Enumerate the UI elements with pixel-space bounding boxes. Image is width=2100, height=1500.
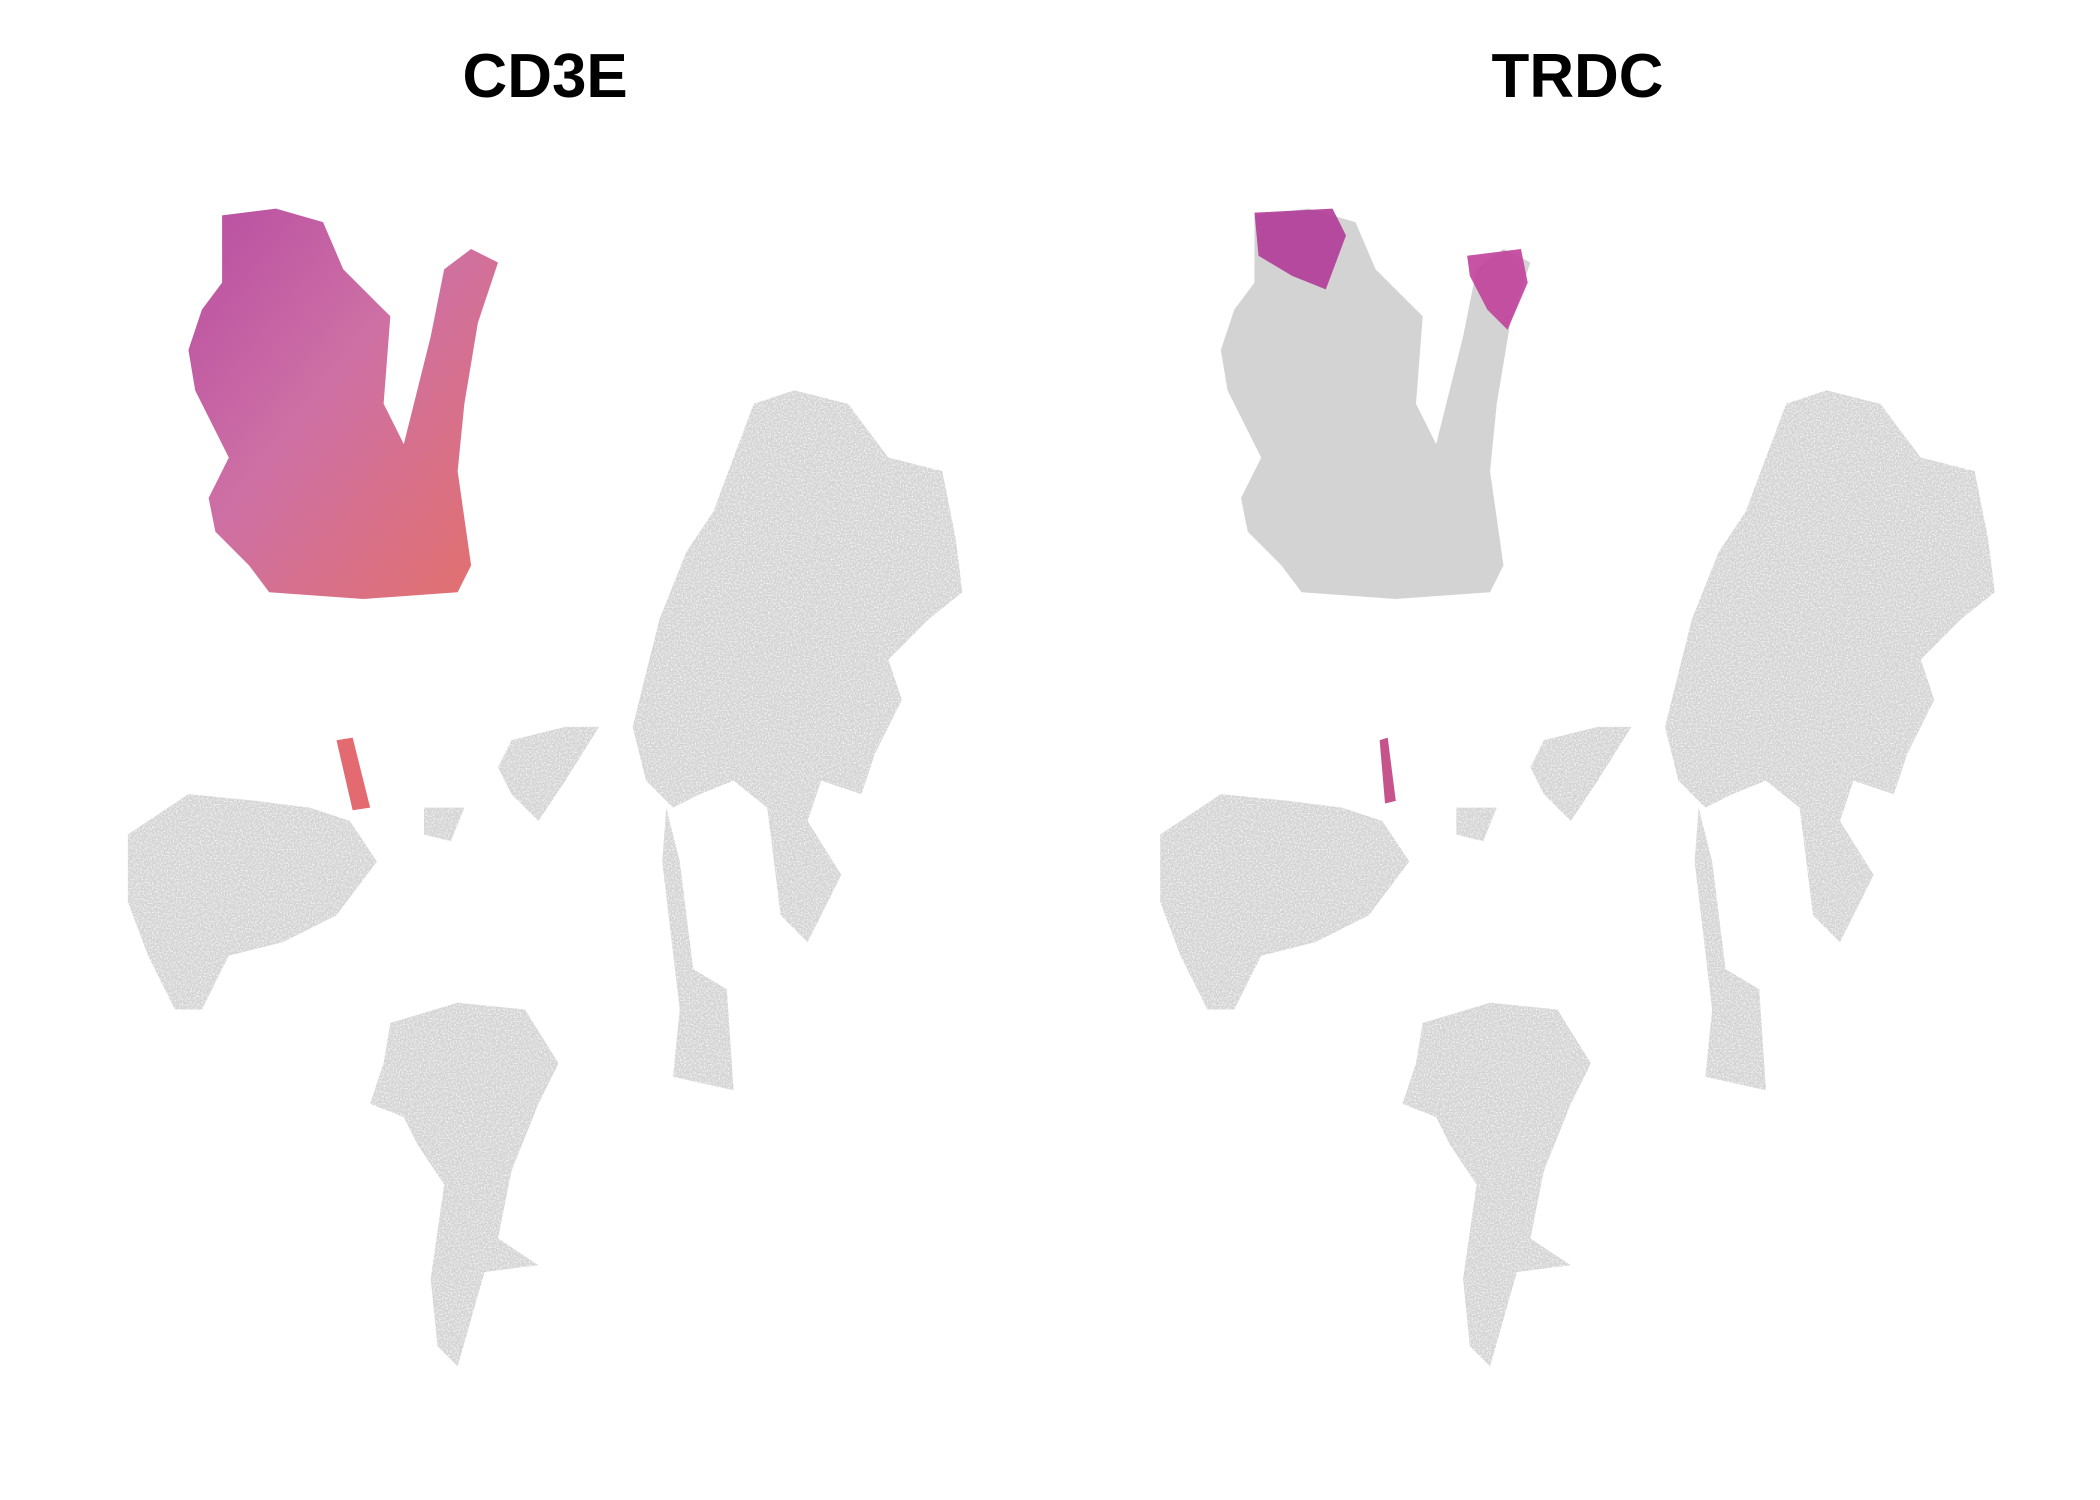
cell-cloud <box>662 807 734 1091</box>
cell-cloud <box>1220 208 1531 599</box>
expression-region <box>1379 737 1396 804</box>
cell-cloud <box>1694 807 1766 1091</box>
cell-cloud <box>1456 807 1497 842</box>
expression-region <box>1254 208 1346 290</box>
cell-cloud <box>370 1002 559 1367</box>
panel: TRDC <box>1160 42 1995 1367</box>
panel-title: CD3E <box>463 42 628 111</box>
expression-region <box>336 737 371 811</box>
expression-region <box>188 208 499 599</box>
cell-cloud <box>1160 794 1410 1010</box>
cell-cloud <box>127 794 377 1010</box>
panels: CD3E TRDC <box>127 42 1995 1367</box>
cell-cloud <box>498 726 599 822</box>
cell-cloud <box>632 390 963 943</box>
cell-cloud <box>1665 390 1995 943</box>
cell-cloud <box>1530 726 1632 822</box>
cell-cloud <box>1402 1002 1591 1367</box>
expression-region <box>1467 249 1528 330</box>
panel-title: TRDC <box>1492 42 1664 111</box>
panel: CD3E <box>127 42 963 1367</box>
cell-cloud <box>423 807 465 842</box>
